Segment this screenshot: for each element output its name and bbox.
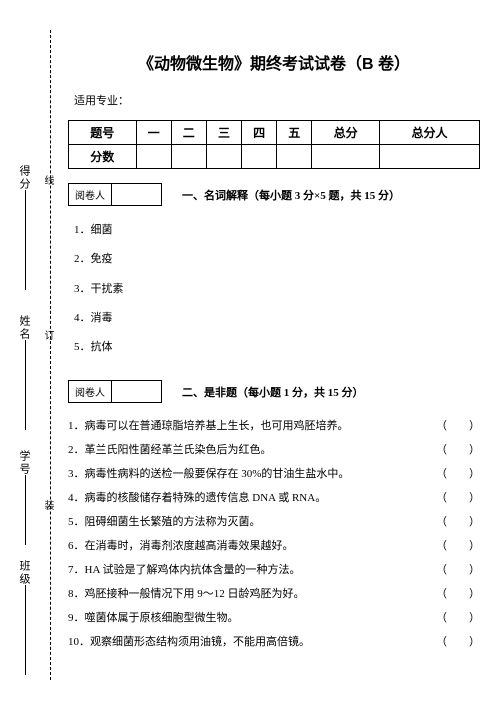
binding-label-score: 得分 [16,165,32,191]
tf-text: 7．HA 试验是了解鸡体内抗体含量的一种方法。 [68,559,428,581]
grader-blank [111,184,161,205]
exam-title: 《动物微生物》期终考试试卷（B 卷） [68,50,480,74]
grader-label: 阅卷人 [69,381,111,402]
tf-item: 1．病毒可以在普通琼脂培养基上生长，也可用鸡胚培养。 （ ） [68,415,480,437]
table-header: 一 [136,121,171,145]
tf-item: 5．阻碍细菌生长繁殖的方法称为灭菌。 （ ） [68,511,480,533]
binding-marker: 订 [40,330,55,340]
table-cell [171,145,206,169]
table-cell [277,145,312,169]
tf-text: 4．病毒的核酸储存着特殊的遗传信息 DNA 或 RNA。 [68,487,428,509]
tf-item: 8．鸡胚接种一般情况下用 9～12 日龄鸡胚为好。 （ ） [68,583,480,605]
section1-questions: 1．细菌 2．免疫 3．干扰素 4．消毒 5．抗体 [74,218,480,360]
section1-header: 阅卷人 一、名词解释（每小题 3 分×5 题，共 15 分） [68,183,480,206]
table-header: 五 [277,121,312,145]
tf-paren: （ ） [436,559,480,581]
table-row: 题号 一 二 三 四 五 总分 总分人 [69,121,480,145]
tf-item: 9．噬菌体属于原核细胞型微生物。 （ ） [68,607,480,629]
question-item: 2．免疫 [74,247,480,272]
binding-dashed-line [50,30,51,680]
table-cell [242,145,277,169]
tf-paren: （ ） [436,439,480,461]
tf-item: 2．革兰氏阳性菌经革兰氏染色后为红色。 （ ） [68,439,480,461]
binding-connector [25,190,26,290]
tf-text: 9．噬菌体属于原核细胞型微生物。 [68,607,428,629]
tf-paren: （ ） [436,607,480,629]
table-header: 总分 [312,121,380,145]
binding-connector [25,340,26,430]
section2-title: 二、是非题（每小题 1 分，共 15 分） [182,384,364,400]
tf-text: 5．阻碍细菌生长繁殖的方法称为灭菌。 [68,511,428,533]
tf-paren: （ ） [436,487,480,509]
tf-paren: （ ） [436,463,480,485]
binding-connector [25,585,26,675]
tf-text: 1．病毒可以在普通琼脂培养基上生长，也可用鸡胚培养。 [68,415,428,437]
binding-margin: 得分 姓名 学号 班级 线 订 装 [0,0,60,706]
table-cell [312,145,380,169]
score-table: 题号 一 二 三 四 五 总分 总分人 分数 [68,120,480,169]
grader-box: 阅卷人 [68,183,162,206]
applicable-major: 适用专业： [74,92,480,108]
tf-text: 10．观察细菌形态结构须用油镜，不能用高倍镜。 [68,631,428,653]
binding-connector [25,475,26,545]
page-content: 《动物微生物》期终考试试卷（B 卷） 适用专业： 题号 一 二 三 四 五 总分… [68,0,480,653]
table-cell: 分数 [69,145,137,169]
table-cell [379,145,479,169]
tf-item: 4．病毒的核酸储存着特殊的遗传信息 DNA 或 RNA。 （ ） [68,487,480,509]
section2-questions: 1．病毒可以在普通琼脂培养基上生长，也可用鸡胚培养。 （ ） 2．革兰氏阳性菌经… [68,415,480,653]
binding-label-id: 学号 [16,450,32,476]
question-item: 1．细菌 [74,218,480,243]
tf-item: 3．病毒性病料的送检一般要保存在 30%的甘油生盐水中。 （ ） [68,463,480,485]
binding-marker: 线 [40,175,55,185]
tf-paren: （ ） [436,631,480,653]
table-header: 总分人 [379,121,479,145]
grader-box: 阅卷人 [68,380,162,403]
section1-title: 一、名词解释（每小题 3 分×5 题，共 15 分） [182,187,400,203]
grader-label: 阅卷人 [69,184,111,205]
tf-text: 6．在消毒时，消毒剂浓度越高消毒效果越好。 [68,535,428,557]
tf-paren: （ ） [436,535,480,557]
table-header: 三 [206,121,241,145]
binding-marker: 装 [40,500,55,510]
table-cell [206,145,241,169]
table-header: 题号 [69,121,137,145]
binding-label-name: 姓名 [16,315,32,341]
tf-text: 3．病毒性病料的送检一般要保存在 30%的甘油生盐水中。 [68,463,428,485]
tf-paren: （ ） [436,511,480,533]
question-item: 5．抗体 [74,335,480,360]
tf-item: 7．HA 试验是了解鸡体内抗体含量的一种方法。 （ ） [68,559,480,581]
binding-label-class: 班级 [16,560,32,586]
question-item: 3．干扰素 [74,277,480,302]
tf-text: 8．鸡胚接种一般情况下用 9～12 日龄鸡胚为好。 [68,583,428,605]
table-row: 分数 [69,145,480,169]
table-cell [136,145,171,169]
tf-paren: （ ） [436,583,480,605]
section2-header: 阅卷人 二、是非题（每小题 1 分，共 15 分） [68,380,480,403]
tf-item: 10．观察细菌形态结构须用油镜，不能用高倍镜。 （ ） [68,631,480,653]
table-header: 四 [242,121,277,145]
question-item: 4．消毒 [74,306,480,331]
tf-text: 2．革兰氏阳性菌经革兰氏染色后为红色。 [68,439,428,461]
tf-paren: （ ） [436,415,480,437]
grader-blank [111,381,161,402]
table-header: 二 [171,121,206,145]
tf-item: 6．在消毒时，消毒剂浓度越高消毒效果越好。 （ ） [68,535,480,557]
